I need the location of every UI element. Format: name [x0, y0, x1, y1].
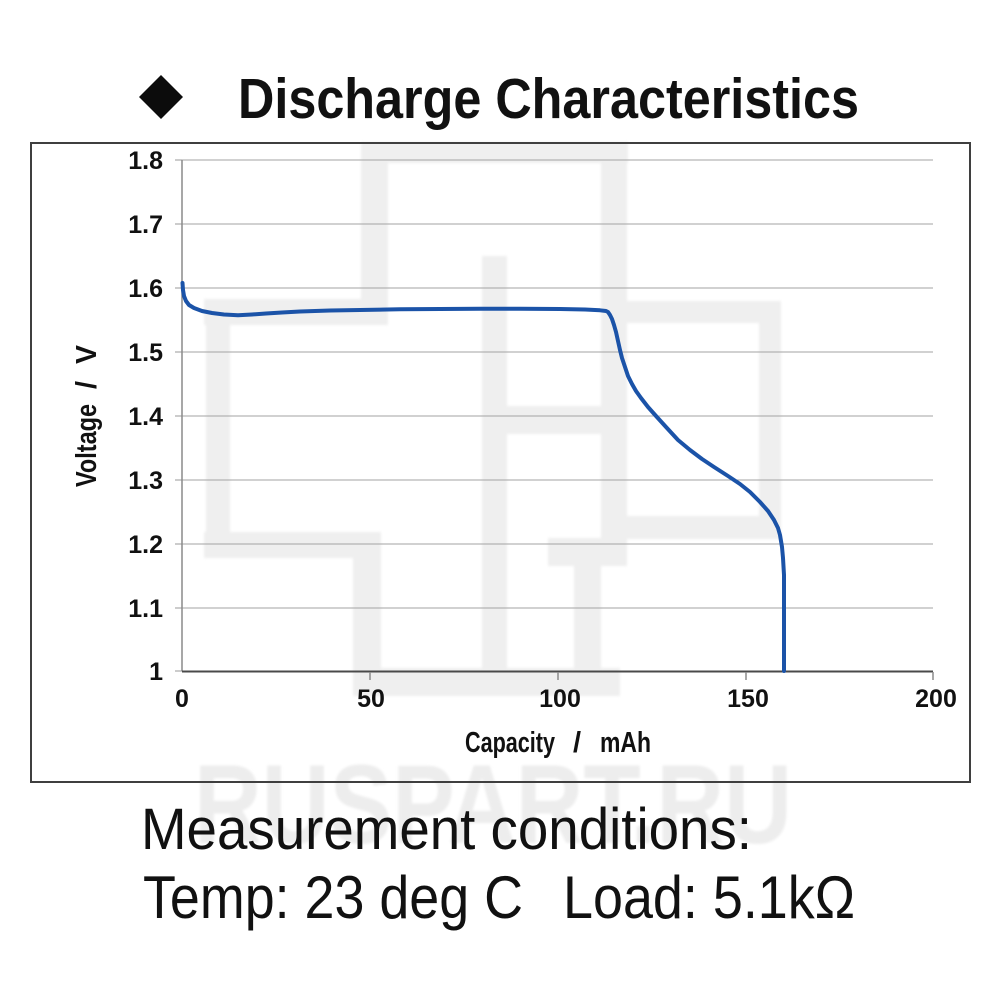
svg-text:150: 150 — [727, 685, 769, 713]
svg-text:Capacity: Capacity — [465, 727, 555, 759]
svg-text:Temp: 23 deg C: Temp: 23 deg C — [143, 864, 523, 931]
svg-text:Voltage: Voltage — [71, 404, 103, 487]
svg-text:200: 200 — [915, 685, 957, 713]
svg-text:Measurement conditions:: Measurement conditions: — [141, 797, 752, 862]
svg-text:1.8: 1.8 — [128, 147, 163, 175]
svg-text:1.3: 1.3 — [128, 467, 163, 495]
svg-text:/: / — [573, 727, 581, 759]
svg-text:1.4: 1.4 — [128, 403, 163, 431]
svg-text:mAh: mAh — [600, 727, 651, 759]
svg-text:/: / — [71, 381, 103, 389]
svg-text:1.5: 1.5 — [128, 339, 163, 367]
svg-text:Discharge Characteristics: Discharge Characteristics — [238, 67, 859, 131]
svg-text:1.6: 1.6 — [128, 275, 163, 303]
svg-text:RUSPART.RU: RUSPART.RU — [194, 742, 792, 867]
svg-text:1.1: 1.1 — [128, 595, 163, 623]
svg-text:1: 1 — [149, 658, 163, 686]
svg-text:1.2: 1.2 — [128, 531, 163, 559]
svg-text:100: 100 — [539, 685, 581, 713]
svg-text:0: 0 — [175, 685, 189, 713]
svg-text:Load: 5.1kΩ: Load: 5.1kΩ — [563, 864, 855, 931]
svg-text:V: V — [71, 344, 103, 364]
svg-text:1.7: 1.7 — [128, 211, 163, 239]
svg-text:50: 50 — [357, 685, 385, 713]
